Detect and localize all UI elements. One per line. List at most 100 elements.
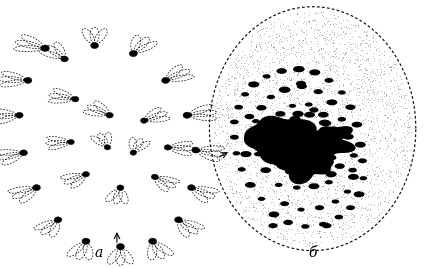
Point	[369, 77, 376, 82]
Point	[309, 113, 316, 117]
Point	[380, 119, 387, 124]
Point	[348, 159, 355, 164]
Point	[363, 90, 370, 94]
Point	[403, 144, 410, 148]
Ellipse shape	[348, 174, 359, 180]
Point	[336, 120, 343, 124]
Point	[396, 74, 403, 78]
Point	[298, 39, 305, 43]
Point	[340, 29, 347, 34]
Point	[365, 100, 372, 105]
Ellipse shape	[343, 134, 354, 140]
Point	[280, 101, 287, 105]
Point	[226, 146, 233, 151]
Point	[283, 63, 290, 68]
Ellipse shape	[309, 69, 320, 75]
Point	[233, 138, 240, 143]
Point	[280, 22, 287, 27]
Point	[375, 213, 382, 218]
Point	[306, 73, 313, 77]
Point	[280, 234, 287, 238]
Point	[359, 98, 366, 102]
Point	[372, 71, 378, 75]
Point	[305, 19, 312, 23]
Point	[327, 16, 334, 20]
Point	[248, 39, 255, 44]
Point	[360, 38, 367, 42]
Point	[298, 102, 305, 106]
Point	[356, 107, 363, 112]
Point	[287, 76, 294, 81]
Point	[369, 99, 376, 104]
Point	[324, 61, 331, 66]
Point	[400, 124, 407, 128]
Point	[345, 168, 352, 173]
Point	[322, 100, 329, 105]
Point	[241, 105, 248, 110]
Point	[262, 121, 269, 126]
Point	[350, 147, 356, 152]
Point	[342, 58, 349, 62]
Point	[288, 126, 295, 130]
Point	[393, 78, 400, 83]
Point	[277, 133, 284, 138]
Point	[226, 184, 233, 188]
Point	[278, 26, 285, 30]
Point	[361, 96, 368, 100]
Point	[326, 32, 333, 36]
Point	[323, 74, 330, 78]
Point	[288, 46, 295, 50]
Point	[326, 83, 332, 87]
Point	[217, 88, 224, 93]
Point	[404, 98, 411, 102]
Ellipse shape	[346, 205, 355, 210]
Point	[322, 146, 329, 150]
Point	[336, 141, 343, 146]
Point	[370, 172, 377, 176]
Point	[252, 132, 259, 136]
Point	[256, 135, 263, 139]
Point	[324, 219, 331, 224]
Point	[365, 78, 372, 83]
Point	[335, 65, 341, 69]
Point	[312, 183, 319, 188]
Point	[289, 135, 296, 140]
Point	[332, 191, 338, 195]
Point	[267, 89, 274, 94]
Point	[254, 192, 261, 196]
Point	[347, 98, 354, 102]
Point	[283, 83, 289, 88]
Point	[386, 121, 393, 126]
Point	[227, 144, 234, 148]
Point	[335, 72, 341, 76]
Point	[245, 215, 252, 219]
Point	[319, 90, 326, 94]
Point	[253, 58, 260, 62]
Point	[354, 98, 361, 102]
Point	[347, 81, 353, 85]
Point	[330, 79, 337, 84]
Point	[268, 68, 275, 73]
Point	[251, 187, 258, 191]
Point	[281, 78, 288, 82]
Point	[344, 146, 350, 150]
Point	[313, 185, 320, 189]
Point	[387, 65, 394, 69]
Point	[305, 154, 312, 158]
Point	[248, 109, 255, 113]
Point	[364, 57, 371, 61]
Point	[392, 62, 399, 67]
Point	[366, 151, 373, 155]
Point	[259, 70, 266, 74]
Point	[297, 102, 304, 106]
Point	[326, 55, 333, 59]
Point	[366, 72, 373, 77]
Point	[222, 165, 229, 169]
Point	[316, 47, 323, 52]
Point	[224, 93, 230, 97]
Point	[299, 221, 306, 225]
Point	[243, 113, 250, 118]
Point	[350, 41, 356, 45]
Point	[334, 119, 341, 124]
Point	[302, 39, 309, 43]
